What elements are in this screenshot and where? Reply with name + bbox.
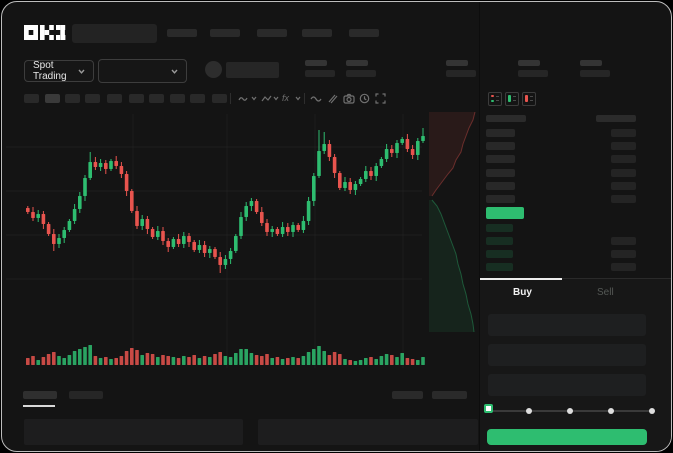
chevron-down-icon bbox=[251, 96, 257, 101]
ask-row-amount-6[interactable] bbox=[611, 195, 636, 203]
bottom-panel-left bbox=[24, 419, 243, 445]
toolbar-divider bbox=[304, 93, 305, 104]
ask-row-price-3[interactable] bbox=[486, 155, 515, 163]
market-type-label: Spot Trading bbox=[33, 60, 67, 82]
timeframe-chip-10[interactable] bbox=[212, 94, 227, 103]
timeframe-chip-6[interactable] bbox=[129, 94, 144, 103]
coin-avatar bbox=[205, 61, 222, 78]
total-input[interactable] bbox=[488, 374, 646, 396]
timeframe-chip-8[interactable] bbox=[170, 94, 185, 103]
line-tool-icon[interactable] bbox=[310, 93, 322, 104]
pair-dropdown[interactable] bbox=[98, 59, 187, 83]
trade-panel: Buy Sell bbox=[480, 278, 671, 451]
price-input[interactable] bbox=[488, 314, 646, 336]
bottom-tab-2[interactable] bbox=[69, 391, 103, 399]
amount-input[interactable] bbox=[488, 344, 646, 366]
market-type-selector[interactable]: Spot Trading bbox=[24, 60, 94, 82]
indicators-icon[interactable]: fx bbox=[282, 93, 290, 103]
slider-step-dot[interactable] bbox=[608, 408, 614, 414]
bottom-tab-active-underline bbox=[23, 405, 55, 407]
book-both-icon[interactable] bbox=[488, 92, 502, 106]
ask-row-amount-5[interactable] bbox=[611, 182, 636, 190]
book-sell-icon[interactable] bbox=[522, 92, 536, 106]
timeframe-chip-7[interactable] bbox=[149, 94, 164, 103]
ticker-stat-value-5 bbox=[580, 70, 610, 77]
pair-name-placeholder bbox=[226, 62, 279, 78]
timeframe-chip-1[interactable] bbox=[24, 94, 39, 103]
bottom-tab-1[interactable] bbox=[23, 391, 57, 399]
ob-col-header-amount bbox=[596, 115, 636, 122]
bid-row-amount-2[interactable] bbox=[611, 237, 636, 245]
chevron-down-icon bbox=[78, 69, 85, 74]
chevron-down-icon bbox=[273, 96, 279, 101]
timeframe-chip-2[interactable] bbox=[45, 94, 60, 103]
ask-row-amount-2[interactable] bbox=[611, 142, 636, 150]
bid-row-price-2[interactable] bbox=[486, 237, 513, 245]
timeframe-chip-5[interactable] bbox=[107, 94, 122, 103]
toolbar-divider bbox=[230, 93, 231, 104]
ticker-stat-value-3 bbox=[446, 70, 476, 77]
chevron-down-icon bbox=[171, 69, 178, 74]
bid-row-amount-3[interactable] bbox=[611, 250, 636, 258]
slider-step-dot[interactable] bbox=[526, 408, 532, 414]
sell-tab-track bbox=[562, 278, 671, 279]
history-clock-icon[interactable] bbox=[359, 93, 370, 104]
nav-item-1[interactable] bbox=[167, 29, 197, 37]
nav-item-2[interactable] bbox=[210, 29, 240, 37]
camera-icon[interactable] bbox=[343, 93, 355, 104]
fullscreen-icon[interactable] bbox=[375, 93, 386, 104]
tab-sell[interactable]: Sell bbox=[597, 287, 614, 298]
ticker-stat-value-4 bbox=[518, 70, 548, 77]
bottom-panel-right bbox=[258, 419, 478, 445]
depth-chart bbox=[429, 112, 476, 332]
bid-row-price-3[interactable] bbox=[486, 250, 513, 258]
ticker-stat-label-3 bbox=[446, 60, 468, 66]
timeframe-chip-4[interactable] bbox=[85, 94, 100, 103]
amount-slider-handle[interactable] bbox=[484, 404, 493, 413]
ob-col-header-price bbox=[486, 115, 526, 122]
ask-row-price-1[interactable] bbox=[486, 129, 515, 137]
ticker-stat-value-2 bbox=[346, 70, 376, 77]
ask-row-amount-1[interactable] bbox=[611, 129, 636, 137]
ask-row-amount-4[interactable] bbox=[611, 169, 636, 177]
ticker-stat-label-4 bbox=[518, 60, 540, 66]
header-search-placeholder[interactable] bbox=[72, 24, 157, 43]
bottom-chip-1[interactable] bbox=[392, 391, 423, 399]
timeframe-chip-3[interactable] bbox=[65, 94, 80, 103]
draw-tool-icon[interactable] bbox=[327, 93, 338, 104]
compare-icon[interactable] bbox=[261, 93, 273, 104]
ask-row-price-4[interactable] bbox=[486, 169, 515, 177]
tab-buy[interactable]: Buy bbox=[513, 287, 532, 298]
timeframe-chip-9[interactable] bbox=[190, 94, 205, 103]
book-buy-icon[interactable] bbox=[505, 92, 519, 106]
nav-item-5[interactable] bbox=[349, 29, 379, 37]
candlestick-chart[interactable] bbox=[2, 110, 460, 372]
bid-row-price-4[interactable] bbox=[486, 263, 513, 271]
okx-logo bbox=[24, 24, 66, 40]
buy-tab-indicator bbox=[480, 278, 562, 280]
ask-row-price-2[interactable] bbox=[486, 142, 515, 150]
ticker-stat-label-2 bbox=[346, 60, 368, 66]
ask-row-price-5[interactable] bbox=[486, 182, 515, 190]
chart-type-icon[interactable] bbox=[238, 93, 250, 104]
nav-item-4[interactable] bbox=[302, 29, 332, 37]
nav-item-3[interactable] bbox=[257, 29, 287, 37]
ticker-stat-label-1 bbox=[305, 60, 327, 66]
ask-row-amount-3[interactable] bbox=[611, 155, 636, 163]
panel-divider bbox=[479, 2, 480, 451]
bid-row-amount-4[interactable] bbox=[611, 263, 636, 271]
ticker-stat-label-5 bbox=[580, 60, 602, 66]
chevron-down-icon bbox=[295, 96, 301, 101]
ask-row-price-6[interactable] bbox=[486, 195, 515, 203]
slider-step-dot[interactable] bbox=[567, 408, 573, 414]
last-price-badge[interactable] bbox=[486, 207, 524, 219]
bottom-chip-2[interactable] bbox=[432, 391, 467, 399]
slider-step-dot[interactable] bbox=[649, 408, 655, 414]
buy-submit-button[interactable] bbox=[487, 429, 647, 445]
ticker-stat-value-1 bbox=[305, 70, 335, 77]
bid-row-price-1[interactable] bbox=[486, 224, 513, 232]
